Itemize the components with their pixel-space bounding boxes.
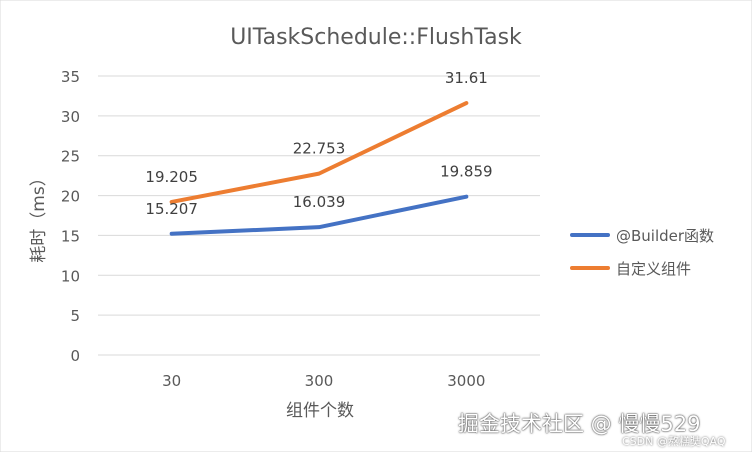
data-label: 19.205 [145,168,198,186]
data-labels: 15.207 16.039 19.859 19.205 22.753 31.61 [145,69,492,218]
y-tick-label: 5 [70,307,80,325]
data-label: 16.039 [293,193,346,211]
chart-title: UITaskSchedule::FlushTask [230,25,522,50]
legend-label: 自定义组件 [616,260,691,278]
data-label: 15.207 [145,200,198,218]
y-tick-label: 25 [61,148,80,166]
y-tick-label: 20 [61,188,80,206]
x-axis-label: 组件个数 [286,401,354,421]
x-axis-ticks: 30 300 3000 [162,372,485,390]
x-tick-label: 300 [305,372,334,390]
data-label: 19.859 [440,163,493,181]
y-axis-label: 耗时（ms） [29,169,49,262]
x-tick-label: 30 [162,372,181,390]
x-tick-label: 3000 [447,372,485,390]
y-tick-label: 30 [61,108,80,126]
watermark-sub: CSDN @熬糕奘QAQ [622,435,726,448]
legend-label: @Builder函数 [616,227,714,245]
series-lines [169,101,469,236]
y-tick-label: 35 [61,68,80,86]
data-label: 31.61 [445,69,488,87]
y-tick-label: 15 [61,227,80,245]
series-line-2 [169,101,469,204]
data-label: 22.753 [293,140,346,158]
series-line-1 [169,194,469,236]
y-tick-label: 10 [61,267,80,285]
watermark-main: 掘金技术社区 @ 慢慢529 [458,412,701,436]
y-axis-ticks: 0 5 10 15 20 25 30 35 [61,68,80,365]
y-tick-label: 0 [70,347,80,365]
